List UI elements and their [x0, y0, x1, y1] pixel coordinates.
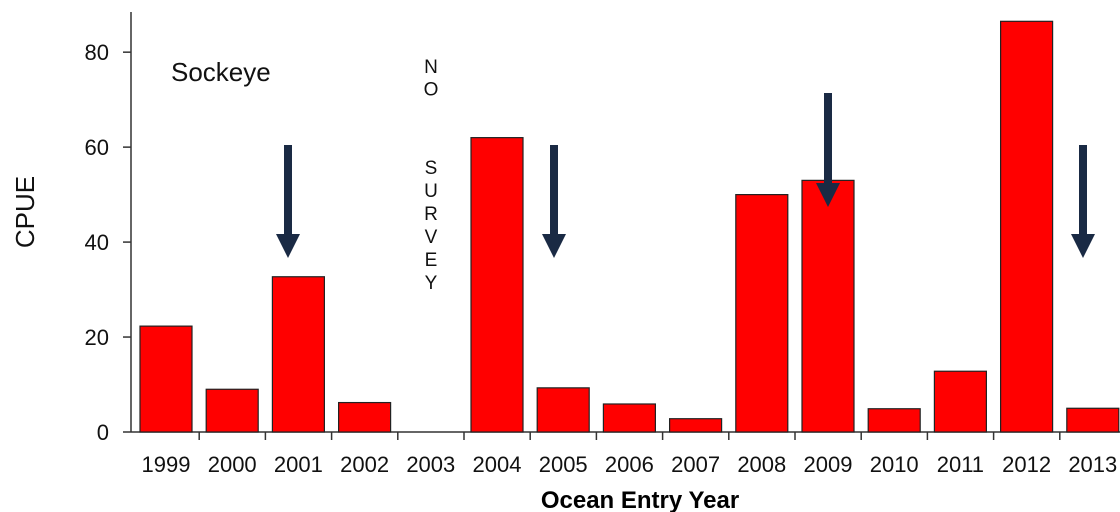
bars	[139, 20, 1120, 433]
x-tick-label: 2000	[208, 452, 257, 477]
arrow-shaft	[284, 145, 292, 236]
bar-2002	[338, 401, 392, 433]
y-tick-label: 20	[85, 325, 109, 350]
bar-2000	[205, 388, 259, 433]
x-tick-label: 1999	[142, 452, 191, 477]
x-tick-label: 2010	[870, 452, 919, 477]
bar-2001	[271, 276, 325, 433]
y-tick-label: 0	[97, 420, 109, 445]
bar-1999	[139, 325, 193, 433]
arrow-head	[1071, 234, 1095, 258]
x-tick-label: 2005	[539, 452, 588, 477]
arrow-2009	[816, 93, 840, 207]
bar-2010	[867, 408, 921, 433]
bar-2007	[668, 418, 723, 433]
x-tick-label: 2003	[406, 452, 455, 477]
bar-2009	[801, 179, 855, 433]
y-ticks: 0 20 40 60 80	[85, 40, 131, 445]
x-axis-label: Ocean Entry Year	[541, 487, 739, 512]
bar-2012	[999, 20, 1054, 433]
y-tick-label: 60	[85, 135, 109, 160]
arrow-head	[816, 183, 840, 207]
x-tick-label: 2006	[605, 452, 654, 477]
bar-2005	[536, 387, 590, 433]
x-tick-label: 2004	[473, 452, 522, 477]
y-axis-label: CPUE	[10, 176, 40, 248]
bar-2004	[470, 137, 524, 433]
no-survey-letter: Y	[425, 273, 438, 294]
arrow-shaft	[1079, 145, 1087, 236]
x-tick-label: 2002	[340, 452, 389, 477]
arrow-shaft	[824, 93, 832, 185]
panel-label: Sockeye	[171, 57, 271, 87]
no-survey-letter: O	[424, 79, 439, 100]
y-tick-label: 80	[85, 40, 109, 65]
x-tick-label: 2008	[737, 452, 786, 477]
x-tick-label: 2011	[937, 452, 984, 477]
arrows	[276, 93, 1095, 258]
y-tick-label: 40	[85, 230, 109, 255]
x-tick-label: 2013	[1068, 452, 1117, 477]
bar-2008	[735, 194, 789, 433]
arrow-2001	[276, 145, 300, 258]
arrow-shaft	[550, 145, 558, 236]
no-survey-letter: S	[425, 158, 438, 179]
x-tick-label: 2009	[804, 452, 853, 477]
no-survey-letter: E	[425, 250, 438, 271]
x-tick-label: 2007	[671, 452, 720, 477]
arrow-2005	[542, 145, 566, 258]
bar-2006	[602, 403, 657, 433]
arrow-head	[542, 234, 566, 258]
no-survey-letter: V	[425, 227, 438, 248]
no-survey-letter: N	[424, 57, 438, 78]
bar-2013	[1066, 407, 1120, 433]
x-tick-label: 2012	[1002, 452, 1051, 477]
bar-2011	[933, 370, 988, 433]
no-survey-letter: U	[424, 181, 438, 202]
x-ticks: 1999 2000 2001 2002 2003 2004 2005 2006 2007 2008…	[142, 432, 1117, 477]
x-tick-label: 2001	[274, 452, 323, 477]
arrow-head	[276, 234, 300, 258]
no-survey-letter: R	[424, 204, 438, 225]
arrow-2013	[1071, 145, 1095, 258]
